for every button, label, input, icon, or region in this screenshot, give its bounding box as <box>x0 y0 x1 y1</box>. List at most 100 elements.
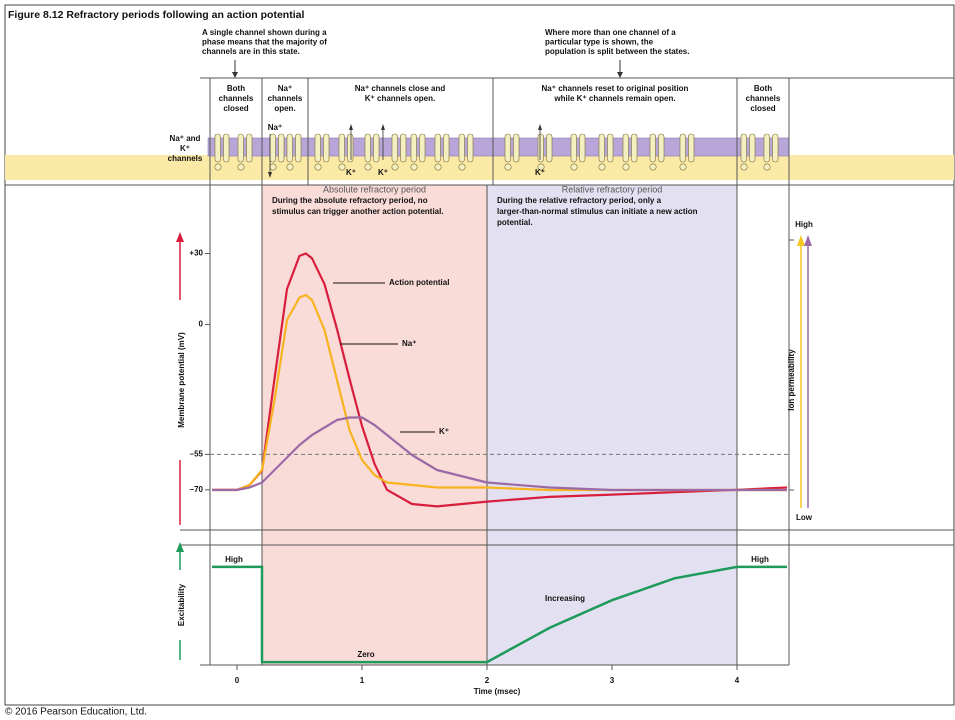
refractory-period <box>487 185 737 665</box>
phase-label: Both <box>754 84 772 93</box>
gate-ball <box>741 164 747 170</box>
gate <box>411 134 417 162</box>
gate <box>401 134 407 162</box>
note-line: phase means that the majority of <box>202 38 327 47</box>
gate-ball <box>599 164 605 170</box>
gate-ball <box>411 164 417 170</box>
gate <box>339 134 345 162</box>
gate <box>287 134 293 162</box>
gate <box>741 134 747 162</box>
gate-ball <box>680 164 686 170</box>
backgrounds <box>262 185 737 665</box>
gate-ball <box>459 164 465 170</box>
gate <box>689 134 695 162</box>
gate <box>571 134 577 162</box>
gate <box>599 134 605 162</box>
gate-ball <box>571 164 577 170</box>
gate-ball <box>315 164 321 170</box>
note-line: particular type is shown, the <box>545 38 654 47</box>
note-line: population is split between the states. <box>545 47 689 56</box>
gate <box>650 134 656 162</box>
y2-tick-label: High <box>795 220 813 229</box>
gate <box>270 134 276 162</box>
gate <box>238 134 244 162</box>
y-tick-label: –55 <box>190 449 204 458</box>
series-label: Action potential <box>389 278 449 287</box>
gate-ball <box>270 164 276 170</box>
gate <box>348 134 354 162</box>
gate-ball <box>238 164 244 170</box>
gate <box>459 134 465 162</box>
period-name: Relative refractory period <box>562 184 663 194</box>
period-name: Absolute refractory period <box>323 184 426 194</box>
figure-title: Figure 8.12 Refractory periods following… <box>8 9 304 21</box>
gate <box>547 134 553 162</box>
gate-ball <box>365 164 371 170</box>
gate <box>514 134 520 162</box>
gate <box>580 134 586 162</box>
gate <box>623 134 629 162</box>
phase-label: channels <box>746 94 781 103</box>
gate-ball <box>764 164 770 170</box>
y-tick-label: +30 <box>189 249 203 258</box>
gate <box>773 134 779 162</box>
copyright: © 2016 Pearson Education, Ltd. <box>5 707 147 718</box>
channel-label: Na⁺ and <box>170 134 201 143</box>
y-axis-label: Excitability <box>177 583 186 626</box>
gate-ball <box>339 164 345 170</box>
phase-label: channels <box>219 94 254 103</box>
membrane <box>208 138 789 156</box>
period-text: potential. <box>497 218 533 227</box>
phase-label: Na⁺ channels close and <box>355 84 446 93</box>
gate <box>224 134 230 162</box>
gate-ball <box>287 164 293 170</box>
period-text: During the relative refractory period, o… <box>497 196 662 205</box>
note-line: channels are in this state. <box>202 47 300 56</box>
annotation: Increasing <box>545 594 585 603</box>
gate <box>374 134 380 162</box>
gate <box>659 134 665 162</box>
gate-ball <box>392 164 398 170</box>
gate-ball <box>650 164 656 170</box>
note-line: A single channel shown during a <box>202 28 327 37</box>
gate-ball <box>505 164 511 170</box>
y-tick-label: 0 <box>199 320 204 329</box>
gate-ball <box>435 164 441 170</box>
gate <box>680 134 686 162</box>
phase-label: while K⁺ channels remain open. <box>553 94 675 103</box>
gate-ball <box>623 164 629 170</box>
phase-label: channels <box>268 94 303 103</box>
gate <box>296 134 302 162</box>
phase-label: Both <box>227 84 245 93</box>
gate <box>420 134 426 162</box>
phase-label: K⁺ channels open. <box>365 94 435 103</box>
period-text: larger-than-normal stimulus can initiate… <box>497 207 698 216</box>
gate <box>608 134 614 162</box>
gate <box>538 134 544 162</box>
x-tick-label: 2 <box>485 676 490 685</box>
x-axis-label: Time (msec) <box>474 687 521 696</box>
note-line: Where more than one channel of a <box>545 28 676 37</box>
period-text: During the absolute refractory period, n… <box>272 196 428 205</box>
page: Figure 8.12 Refractory periods following… <box>0 0 955 720</box>
phase-label: closed <box>750 104 775 113</box>
annotation: High <box>751 555 769 564</box>
ion-label: K⁺ <box>535 168 545 177</box>
gate <box>365 134 371 162</box>
channel-label: channels <box>168 154 203 163</box>
gate-ball <box>215 164 221 170</box>
y2-tick-label: Low <box>796 513 813 522</box>
ion-label: Na⁺ <box>268 123 282 132</box>
x-tick-label: 3 <box>610 676 615 685</box>
phase-label: open. <box>274 104 295 113</box>
gate <box>750 134 756 162</box>
y-tick-label: –70 <box>190 485 204 494</box>
annotation: Zero <box>357 650 374 659</box>
period-text: stimulus can trigger another action pote… <box>272 207 444 216</box>
gate <box>279 134 285 162</box>
gate <box>315 134 321 162</box>
series-label: K⁺ <box>439 427 449 436</box>
figure: Figure 8.12 Refractory periods following… <box>0 0 955 720</box>
annotation: High <box>225 555 243 564</box>
y2-axis-label: Ion permeability <box>787 349 796 411</box>
